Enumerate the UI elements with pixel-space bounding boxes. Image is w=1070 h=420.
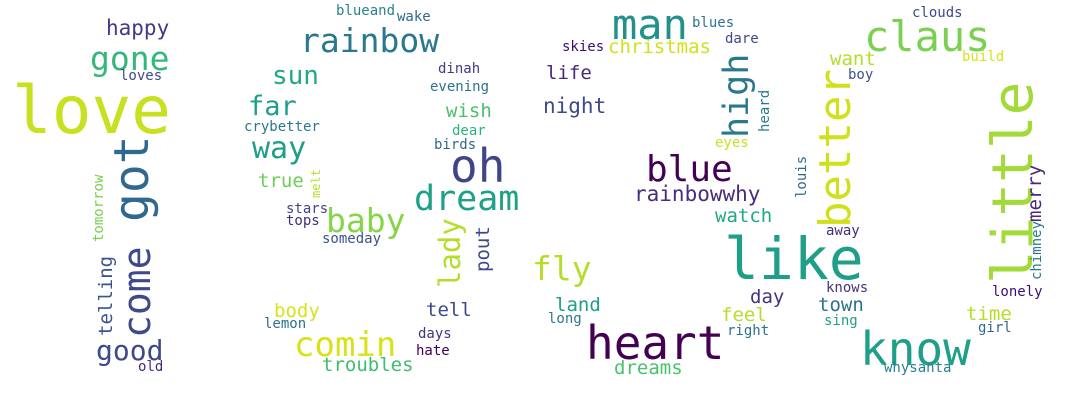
word-high: high xyxy=(717,53,757,138)
word-troubles: troubles xyxy=(322,354,414,376)
word-clouds: clouds xyxy=(912,5,963,21)
word-gone: gone xyxy=(90,39,170,78)
word-blues: blues xyxy=(692,15,735,31)
word-skies: skies xyxy=(562,39,605,55)
word-tell: tell xyxy=(426,299,472,321)
word-blue: blue xyxy=(646,149,733,190)
word-lonely: lonely xyxy=(992,284,1043,300)
word-oh: oh xyxy=(450,139,506,193)
word-far: far xyxy=(248,91,297,122)
word-tops: tops xyxy=(286,213,320,229)
word-pout: pout xyxy=(472,226,494,272)
word-rainbowwhy: rainbowwhy xyxy=(634,182,761,206)
word-louis: louis xyxy=(794,155,810,198)
word-melt: melt xyxy=(309,169,323,198)
word-girl: girl xyxy=(978,320,1012,336)
word-heard: heard xyxy=(757,89,773,132)
word-chimney: chimney xyxy=(1029,220,1045,280)
word-good: good xyxy=(96,334,164,367)
word-crybetter: crybetter xyxy=(244,119,320,135)
word-time: time xyxy=(966,303,1012,325)
word-whysanta: whysanta xyxy=(884,360,952,376)
word-land: land xyxy=(555,294,601,316)
word-sun: sun xyxy=(272,61,319,91)
word-night: night xyxy=(543,94,607,118)
word-fly: fly xyxy=(532,249,592,288)
word-better: better xyxy=(810,69,861,228)
word-day: day xyxy=(750,286,785,308)
word-someday: someday xyxy=(322,231,382,247)
word-right: right xyxy=(727,323,770,339)
word-evening: evening xyxy=(430,79,490,95)
word-blueand: blueand xyxy=(336,3,396,19)
word-happy: happy xyxy=(106,16,170,40)
word-true: true xyxy=(258,170,304,192)
word-dream: dream xyxy=(414,179,520,219)
word-long: long xyxy=(548,311,582,327)
word-loves: loves xyxy=(120,68,163,84)
word-comin: comin xyxy=(294,325,397,365)
word-knows: knows xyxy=(826,280,869,296)
word-sing: sing xyxy=(824,313,858,329)
word-lady: lady xyxy=(433,218,467,288)
word-lemon: lemon xyxy=(264,316,307,332)
word-baby: baby xyxy=(326,201,406,240)
word-come: come xyxy=(115,246,159,338)
word-like: like xyxy=(724,225,864,293)
word-life: life xyxy=(546,62,592,84)
word-eyes: eyes xyxy=(715,135,749,151)
word-want: want xyxy=(830,48,876,70)
word-dreams: dreams xyxy=(614,357,683,379)
word-wish: wish xyxy=(446,100,492,122)
word-watch: watch xyxy=(715,205,773,227)
word-days: days xyxy=(418,326,452,342)
word-away: away xyxy=(826,223,860,239)
word-know: know xyxy=(860,322,971,376)
word-birds: birds xyxy=(434,137,477,153)
word-heart: heart xyxy=(586,316,725,370)
word-got: got xyxy=(104,135,160,222)
word-old: old xyxy=(138,359,164,375)
word-way: way xyxy=(252,131,307,166)
word-telling: telling xyxy=(95,255,117,336)
word-dinah: dinah xyxy=(438,61,481,77)
word-body: body xyxy=(274,300,320,322)
word-rainbow: rainbow xyxy=(300,21,440,60)
word-boy: boy xyxy=(848,67,874,83)
word-wake: wake xyxy=(397,9,431,25)
word-town: town xyxy=(818,294,864,316)
word-build: build xyxy=(962,49,1005,65)
word-christmas: christmas xyxy=(608,36,711,58)
word-man: man xyxy=(612,0,688,49)
word-dear: dear xyxy=(452,123,486,139)
word-tomorrow: tomorrow xyxy=(91,174,107,242)
word-claus: claus xyxy=(864,12,991,61)
word-love: love xyxy=(12,72,171,149)
word-stars: stars xyxy=(286,201,329,217)
word-feel: feel xyxy=(721,304,767,326)
word-merry: merry xyxy=(1024,164,1046,222)
word-dare: dare xyxy=(725,31,759,47)
word-hate: hate xyxy=(416,343,450,359)
